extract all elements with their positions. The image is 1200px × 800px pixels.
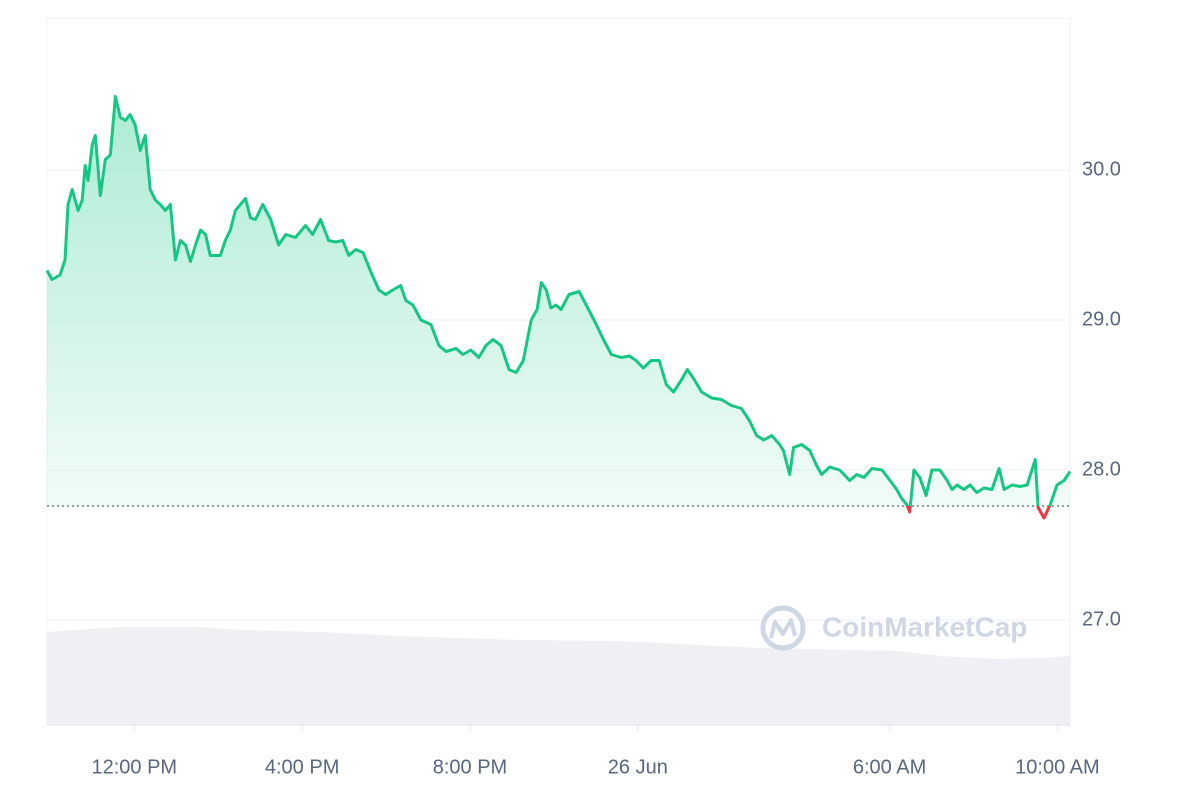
x-tick-label: 12:00 PM xyxy=(91,756,177,778)
y-tick-label: 27.0 xyxy=(1082,608,1121,630)
y-tick-label: 29.0 xyxy=(1082,308,1121,330)
watermark-text: CoinMarketCap xyxy=(822,611,1027,642)
watermark: CoinMarketCap xyxy=(760,605,1027,651)
x-tick-label: 26 Jun xyxy=(608,756,668,778)
x-tick-label: 4:00 PM xyxy=(265,756,339,778)
x-tick-label: 6:00 AM xyxy=(853,756,926,778)
x-tick-label: 8:00 PM xyxy=(433,756,507,778)
y-tick-label: 28.0 xyxy=(1082,458,1121,480)
watermark-logo-mark xyxy=(769,618,797,639)
watermark-logo xyxy=(760,605,806,651)
price-line xyxy=(45,95,1072,520)
y-tick-label: 30.0 xyxy=(1082,158,1121,180)
volume-band xyxy=(47,627,1070,725)
x-tick-label: 10:00 AM xyxy=(1015,756,1100,778)
